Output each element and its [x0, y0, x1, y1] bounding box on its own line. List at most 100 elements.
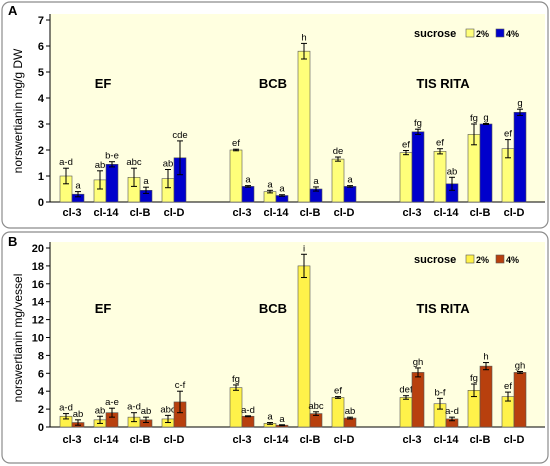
y-tick-label: 14 [32, 297, 45, 309]
y-tick-label: 2 [38, 145, 44, 157]
group-label-bcb: BCB [259, 301, 287, 316]
significance-letter: ab [141, 406, 152, 417]
group-label-tis-rita: TIS RITA [416, 301, 470, 316]
legend-swatch-4pct [495, 254, 505, 264]
bar-bcb-cl-3-2pct [229, 149, 243, 203]
significance-letter: fg [470, 373, 478, 384]
significance-letter: a [279, 414, 285, 425]
category-label-ef-cl-d: cl-D [164, 207, 185, 219]
category-label-ef-cl-14: cl-14 [93, 434, 119, 446]
significance-letter: def [399, 385, 413, 396]
significance-letter: fg [470, 113, 478, 124]
legend-swatch-2pct [465, 254, 475, 264]
group-label-tis-rita: TIS RITA [416, 76, 470, 91]
y-tick-label: 3 [38, 119, 44, 131]
category-label-tis-rita-cl-3: cl-3 [403, 434, 422, 446]
significance-letter: i [303, 243, 305, 254]
y-tick-label: 8 [38, 350, 44, 362]
y-tick-label: 5 [38, 67, 44, 79]
significance-letter: g [483, 112, 488, 123]
significance-letter: a [143, 176, 149, 187]
significance-letter: b-e [105, 151, 119, 162]
group-label-ef: EF [95, 301, 112, 316]
y-tick-label: 7 [38, 15, 44, 27]
y-tick-label: 4 [38, 386, 45, 398]
y-tick-label: 0 [38, 197, 44, 209]
significance-letter: ab [345, 406, 356, 417]
category-label-bcb-cl-b: cl-B [300, 434, 321, 446]
significance-letter: ef [334, 386, 342, 397]
significance-letter: ef [436, 138, 444, 149]
bar-tis-rita-cl-3-2pct [399, 152, 413, 203]
legend-entry-4pct: 4% [506, 29, 519, 39]
category-label-bcb-cl-d: cl-D [334, 434, 355, 446]
significance-letter: h [301, 32, 306, 43]
bar-tis-rita-cl-b-4pct [479, 365, 493, 428]
y-tick-label: 18 [32, 261, 44, 273]
significance-letter: ef [504, 129, 512, 140]
bar-bcb-cl-d-4pct [343, 186, 357, 203]
bar-tis-rita-cl-14-2pct [433, 151, 447, 203]
significance-letter: de [333, 146, 344, 157]
significance-letter: ab [73, 409, 84, 420]
bar-bcb-cl-b-2pct [297, 50, 311, 203]
category-label-ef-cl-b: cl-B [130, 434, 151, 446]
significance-letter: ef [232, 138, 240, 149]
legend-title: sucrose [414, 28, 456, 40]
plot-area [50, 242, 545, 427]
legend-swatch-2pct [465, 28, 475, 38]
category-label-tis-rita-cl-14: cl-14 [433, 207, 459, 219]
category-label-ef-cl-3: cl-3 [63, 434, 82, 446]
group-label-bcb: BCB [259, 76, 287, 91]
y-tick-label: 6 [38, 368, 44, 380]
significance-letter: ab [95, 405, 106, 416]
significance-letter: a [75, 181, 81, 192]
significance-letter: gh [413, 357, 424, 368]
category-label-ef-cl-b: cl-B [130, 207, 151, 219]
significance-letter: abc [308, 401, 324, 412]
plot-area [50, 14, 545, 202]
significance-letter: a [267, 412, 273, 423]
significance-letter: ab [447, 166, 458, 177]
significance-letter: a-d [241, 405, 255, 416]
y-tick-label: 16 [32, 279, 44, 291]
y-axis-label: norswertianin mg/vessel [11, 274, 25, 403]
significance-letter: abc [126, 157, 142, 168]
y-tick-label: 4 [38, 93, 45, 105]
significance-letter: a-d [445, 406, 459, 417]
bar-tis-rita-cl-3-4pct [411, 131, 425, 203]
legend-swatch-4pct [495, 28, 505, 38]
significance-letter: a-e [105, 397, 119, 408]
legend-entry-2pct: 2% [476, 255, 489, 265]
category-label-bcb-cl-b: cl-B [300, 207, 321, 219]
significance-letter: a-d [59, 403, 73, 414]
significance-letter: h [483, 352, 488, 363]
bar-bcb-cl-3-4pct [241, 415, 255, 428]
panel-a: 0 1 2 3 4 5 6 7 norswertianin mg/g DW Acl-3 a-d a cl… [1, 1, 549, 229]
category-label-ef-cl-d: cl-D [164, 434, 185, 446]
bar-tis-rita-cl-3-4pct [411, 372, 425, 428]
significance-letter: ef [402, 140, 410, 151]
y-tick-label: 0 [38, 422, 44, 434]
bar-ef-cl-14-4pct [105, 164, 119, 203]
significance-letter: a [267, 179, 273, 190]
bar-bcb-cl-d-2pct [331, 397, 345, 428]
significance-letter: c-f [175, 380, 186, 391]
y-tick-label: 10 [32, 333, 44, 345]
significance-letter: cde [172, 130, 187, 141]
category-label-tis-rita-cl-d: cl-D [504, 207, 525, 219]
bar-tis-rita-cl-b-4pct [479, 123, 493, 203]
y-tick-label: 12 [32, 315, 44, 327]
panel-b: 0 2 4 6 8 10 12 14 16 18 20 norswertianin mg/vessel… [1, 231, 549, 464]
y-tick-label: 2 [38, 404, 44, 416]
category-label-bcb-cl-d: cl-D [334, 207, 355, 219]
significance-letter: a-d [127, 402, 141, 413]
legend-entry-2pct: 2% [476, 29, 489, 39]
significance-letter: a [347, 175, 353, 186]
y-tick-label: 1 [38, 171, 44, 183]
bar-tis-rita-cl-d-4pct [513, 112, 527, 203]
significance-letter: a-d [59, 157, 73, 168]
category-label-bcb-cl-14: cl-14 [263, 207, 289, 219]
legend-entry-4pct: 4% [506, 255, 519, 265]
